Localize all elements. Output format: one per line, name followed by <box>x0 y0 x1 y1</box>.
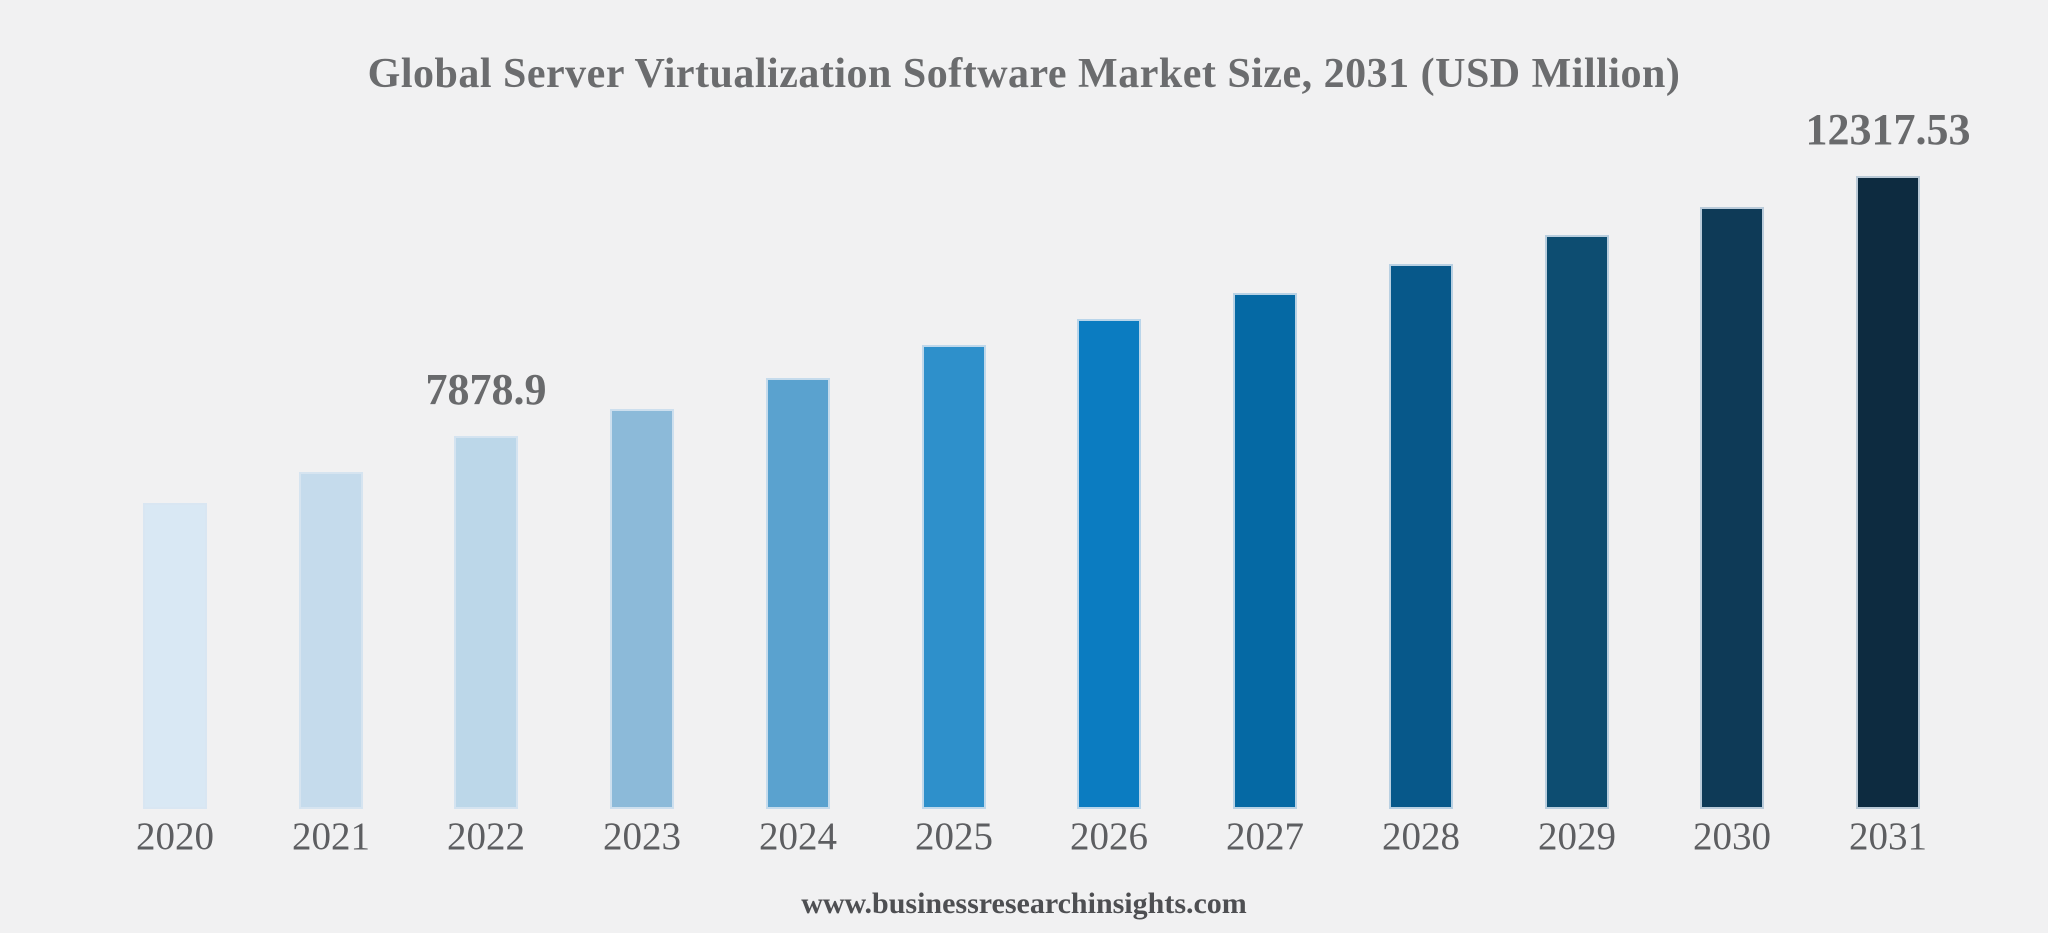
x-tick-2021: 2021 <box>292 815 370 858</box>
bar-2020 <box>143 503 207 809</box>
bar-2025 <box>922 345 986 809</box>
x-tick-2030: 2030 <box>1693 815 1771 858</box>
x-tick-2024: 2024 <box>759 815 837 858</box>
x-tick-2031: 2031 <box>1849 815 1927 858</box>
x-tick-2025: 2025 <box>915 815 993 858</box>
x-tick-2029: 2029 <box>1538 815 1616 858</box>
bar-2027 <box>1233 293 1297 809</box>
bar-2023 <box>610 409 674 809</box>
bar-2022 <box>454 436 518 809</box>
bar-2031 <box>1856 176 1920 809</box>
bar-2029 <box>1545 235 1609 809</box>
bar-2021 <box>299 472 363 809</box>
bar-2030 <box>1700 207 1764 809</box>
bar-2026 <box>1077 319 1141 809</box>
x-tick-2028: 2028 <box>1382 815 1460 858</box>
x-tick-2026: 2026 <box>1070 815 1148 858</box>
source-watermark: www.businessresearchinsights.com <box>801 887 1247 920</box>
x-tick-2023: 2023 <box>603 815 681 858</box>
value-label-2031: 12317.53 <box>1805 105 1971 154</box>
bar-2028 <box>1389 264 1453 809</box>
value-label-2022: 7878.9 <box>425 365 547 414</box>
x-tick-2020: 2020 <box>136 815 214 858</box>
x-tick-2027: 2027 <box>1226 815 1304 858</box>
chart-title: Global Server Virtualization Software Ma… <box>367 51 1681 97</box>
x-tick-2022: 2022 <box>447 815 525 858</box>
bar-2024 <box>766 378 830 809</box>
